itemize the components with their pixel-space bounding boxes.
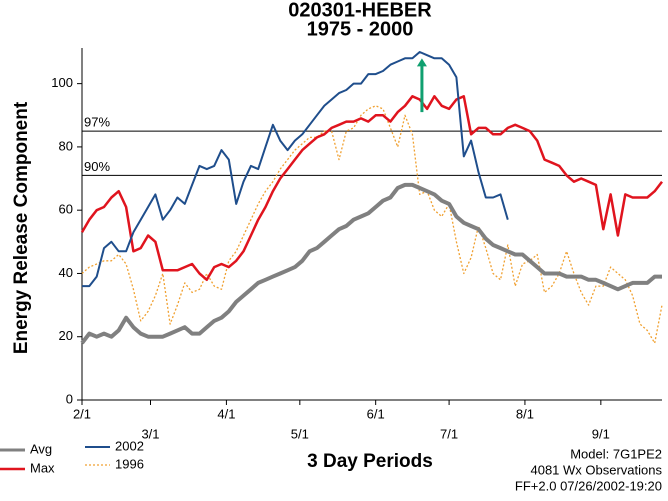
reference-label: 97% [84, 115, 110, 130]
series-line [82, 51, 509, 288]
series-line [80, 182, 662, 345]
x-tick-label: 5/1 [291, 426, 309, 441]
x-tick-label: 8/1 [516, 406, 534, 421]
x-tick-label: 2/1 [73, 406, 91, 421]
y-tick-label: 20 [59, 328, 73, 343]
chart-subtitle: 1975 - 2000 [307, 18, 414, 40]
legend-label: Avg [30, 441, 52, 456]
series-line [80, 95, 663, 282]
footnote: FF+2.0 07/26/2002-19:20 [515, 478, 662, 493]
x-tick-label: 9/1 [592, 426, 610, 441]
y-tick-label: 0 [66, 391, 73, 406]
y-tick-label: 40 [59, 265, 73, 280]
series-line [81, 105, 663, 344]
legend-label: 1996 [115, 456, 144, 471]
x-tick-label: 4/1 [217, 406, 235, 421]
legend-label: 2002 [115, 438, 144, 453]
footnote: 4081 Wx Observations [530, 462, 662, 477]
x-axis-label: 3 Day Periods [307, 451, 433, 472]
x-tick-label: 7/1 [440, 426, 458, 441]
chart-title: 020301-HEBER [288, 0, 432, 21]
y-axis-label: Energy Release Component [11, 101, 32, 354]
reference-label: 90% [84, 159, 110, 174]
x-tick-label: 6/1 [367, 406, 385, 421]
arrow-head [416, 58, 427, 67]
y-tick-label: 60 [59, 202, 73, 217]
y-tick-label: 80 [59, 138, 73, 153]
footnote: Model: 7G1PE2 [570, 446, 662, 461]
legend-label: Max [30, 460, 55, 475]
y-tick-label: 100 [51, 75, 73, 90]
x-tick-label: 3/1 [141, 426, 159, 441]
